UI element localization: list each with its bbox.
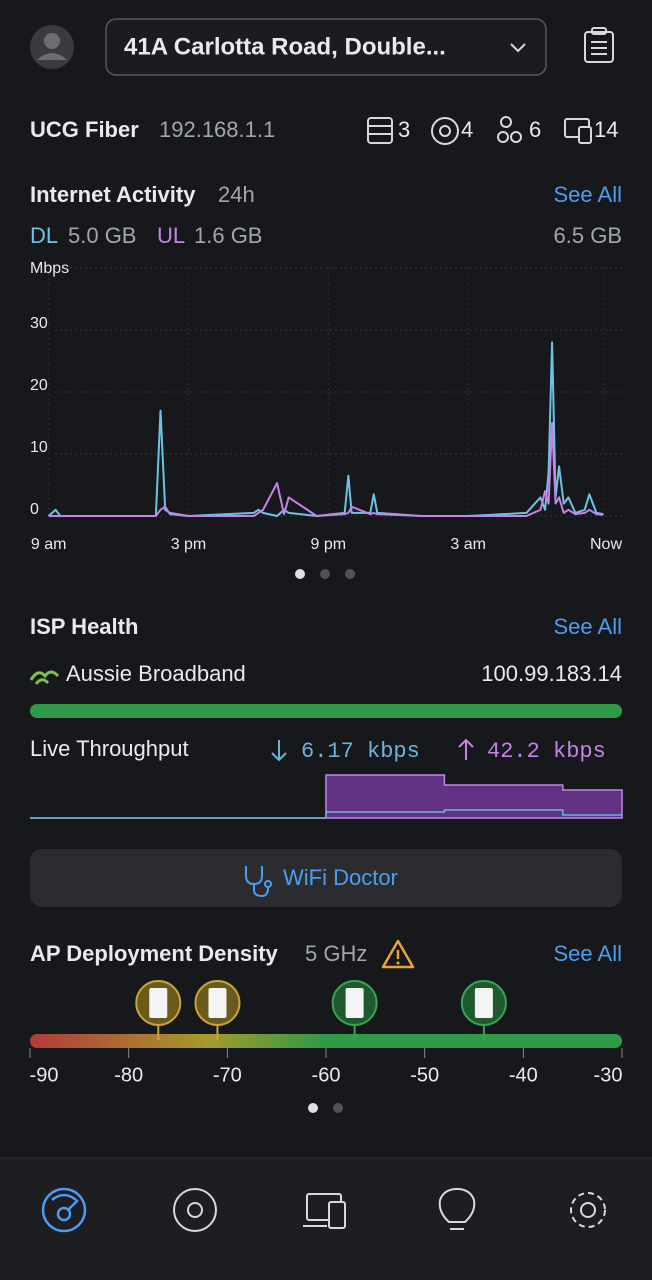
client-count: 14 [594, 117, 618, 142]
x-tick-label: -60 [312, 1064, 341, 1086]
x-tick-label: -30 [594, 1064, 623, 1086]
ul-label: UL [157, 223, 185, 248]
isp-icon [29, 670, 60, 685]
nav-clients[interactable] [303, 1193, 346, 1229]
ap-icon [474, 988, 493, 1018]
pager [308, 1103, 343, 1113]
wifi-doctor-button[interactable]: WiFi Doctor [30, 849, 622, 907]
nav-insights[interactable] [438, 1187, 476, 1230]
button-label: WiFi Doctor [283, 865, 398, 890]
x-tick-label: -80 [114, 1064, 143, 1086]
nav-devices[interactable] [173, 1188, 217, 1232]
y-axis-label: Mbps [30, 260, 69, 277]
ap-icon [208, 988, 227, 1018]
throughput-line [30, 809, 622, 819]
site-name: 41A Carlotta Road, Double... [124, 33, 446, 60]
avatar[interactable] [30, 25, 74, 69]
isp-name: Aussie Broadband [66, 661, 246, 686]
see-all[interactable]: See All [554, 614, 623, 639]
ap-icon [149, 988, 168, 1018]
x-tick-label: 9 pm [311, 536, 347, 553]
pager [295, 569, 355, 579]
total: 6.5 GB [554, 223, 622, 248]
section-title: ISP Health [30, 614, 138, 639]
dl-total: 5.0 GB [68, 223, 136, 248]
down-rate: 6.17 kbps [301, 739, 420, 764]
ap-count: 4 [461, 117, 473, 142]
x-tick-label: Now [590, 536, 622, 553]
warning-icon [381, 939, 415, 969]
x-tick-label: -40 [509, 1064, 538, 1086]
x-tick-label: -90 [30, 1064, 59, 1086]
up-arrow [458, 738, 474, 760]
nav-dashboard[interactable] [41, 1187, 87, 1233]
y-tick-label: 20 [30, 377, 48, 394]
device-icons [367, 116, 592, 145]
section-title: Internet Activity [30, 182, 196, 207]
density-chart: -90 -80 -70 -60 -50 -40 -30 [29, 980, 623, 1086]
clipboard-icon[interactable] [584, 27, 614, 63]
gateway-name: UCG Fiber [30, 117, 139, 142]
health-bar [30, 704, 622, 718]
throughput-label: Live Throughput [30, 736, 189, 761]
ap-icon [345, 988, 364, 1018]
y-tick-label: 0 [30, 501, 39, 518]
x-tick-label: 3 pm [171, 536, 207, 553]
x-tick-label: 9 am [31, 536, 67, 553]
see-all[interactable]: See All [554, 941, 623, 966]
x-tick-label: 3 am [450, 536, 486, 553]
x-tick-label: -70 [213, 1064, 242, 1086]
activity-chart: 0 10 20 30 9 am 3 pm 9 pm 3 am Now [30, 267, 622, 553]
see-all[interactable]: See All [554, 182, 623, 207]
period: 24h [218, 182, 255, 207]
down-arrow [271, 740, 287, 762]
band: 5 GHz [305, 941, 367, 966]
throughput-chart [30, 774, 623, 819]
up-rate: 42.2 kbps [487, 739, 606, 764]
gateway-ip: 192.168.1.1 [159, 117, 275, 142]
y-tick-label: 10 [30, 439, 48, 456]
wan-ip: 100.99.183.14 [481, 661, 622, 686]
ul-total: 1.6 GB [194, 223, 262, 248]
x-tick-label: -50 [410, 1064, 439, 1086]
section-title: AP Deployment Density [30, 941, 279, 966]
site-selector[interactable]: 41A Carlotta Road, Double... [105, 18, 547, 76]
y-tick-label: 30 [30, 315, 48, 332]
bottom-nav [0, 1157, 652, 1280]
nav-settings[interactable] [570, 1192, 606, 1228]
gateway-count: 3 [398, 117, 410, 142]
dl-label: DL [30, 223, 58, 248]
switch-count: 6 [529, 117, 541, 142]
series-line [47, 341, 604, 517]
series-line [48, 422, 604, 517]
density-bar [30, 1034, 622, 1048]
